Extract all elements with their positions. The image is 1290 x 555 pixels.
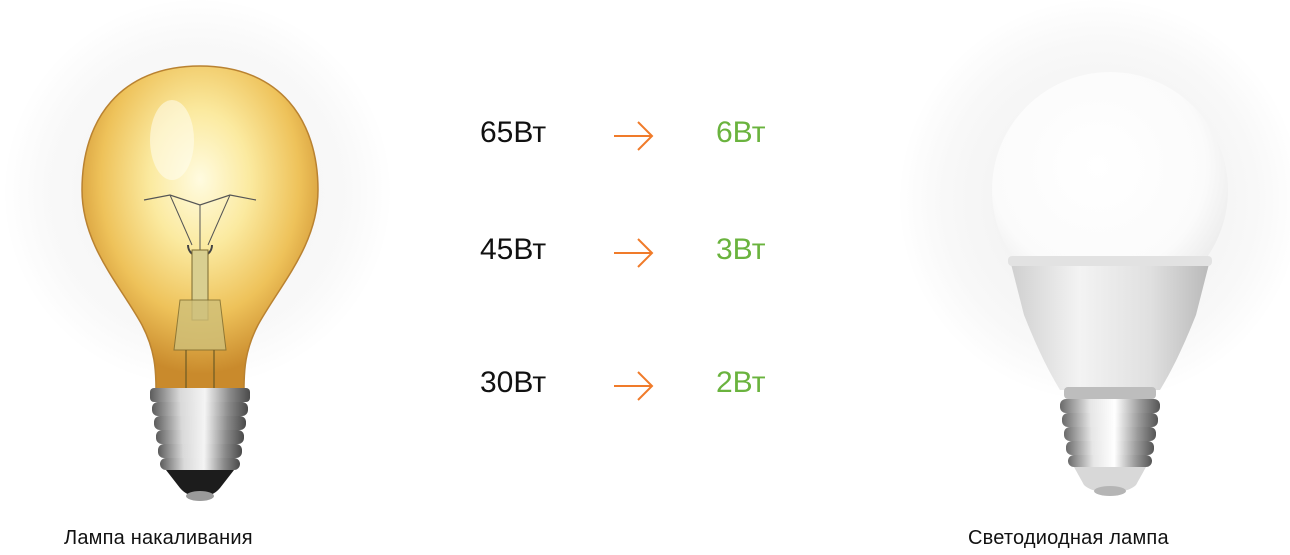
led-bulb-image (992, 72, 1228, 496)
comparison-row: 45Вт 3Вт (0, 230, 1290, 270)
new-wattage: 2Вт (716, 366, 766, 399)
comparison-row: 65Вт 6Вт (0, 113, 1290, 153)
incandescent-caption: Лампа накаливания (64, 527, 253, 549)
old-wattage: 65Вт (480, 116, 547, 149)
comparison-row: 30Вт 2Вт (0, 363, 1290, 403)
arrow-right-icon (614, 121, 654, 151)
incandescent-bulb-image (81, 65, 319, 501)
old-wattage: 30Вт (480, 366, 547, 399)
new-wattage: 6Вт (716, 116, 766, 149)
arrow-right-icon (614, 371, 654, 401)
led-caption: Светодиодная лампа (968, 527, 1169, 549)
old-wattage: 45Вт (480, 233, 547, 266)
arrow-right-icon (614, 238, 654, 268)
new-wattage: 3Вт (716, 233, 766, 266)
